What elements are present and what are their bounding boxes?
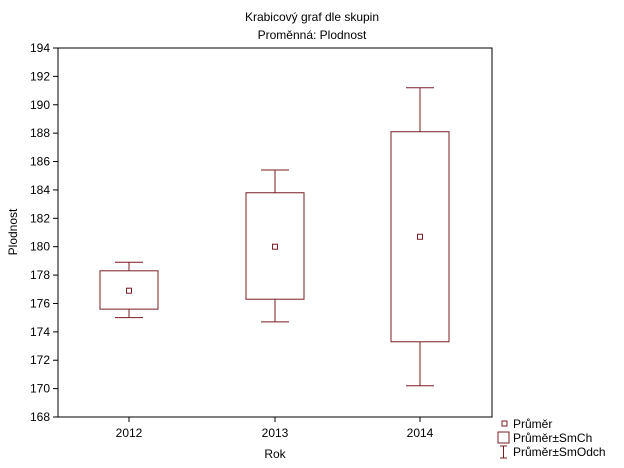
mean-marker [417, 233, 423, 240]
mean-marker [126, 287, 132, 294]
mean-marker [272, 243, 278, 250]
chart-subtitle: Proměnná: Plodnost [258, 28, 367, 42]
x-axis: 2012 2013 2014 [116, 417, 434, 440]
legend-box-marker [497, 431, 510, 444]
legend-label: Průměr±SmOdch [513, 445, 606, 459]
x-tick-label: 2012 [116, 426, 143, 440]
x-tick-label: 2014 [407, 426, 434, 440]
y-tick-label: 188 [30, 126, 50, 140]
legend-item: Průměr±SmCh [497, 431, 592, 445]
y-axis-label: Plodnost [6, 208, 20, 255]
x-axis-label: Rok [264, 447, 286, 461]
y-tick-label: 182 [30, 211, 50, 225]
y-tick-label: 174 [30, 325, 50, 339]
y-tick-label: 168 [30, 410, 50, 424]
box-group-2013 [245, 169, 305, 323]
legend-item: Průměr±SmOdch [500, 445, 606, 459]
box-rect [390, 131, 450, 343]
y-tick-label: 194 [30, 41, 50, 55]
legend-item: Průměr [501, 417, 552, 431]
y-axis: 168 170 172 174 176 178 180 182 184 186 188 190 192 1… [30, 41, 58, 424]
y-tick-label: 176 [30, 296, 50, 310]
y-tick-label: 170 [30, 382, 50, 396]
legend-mean-marker [501, 420, 508, 427]
y-tick-label: 192 [30, 69, 50, 83]
y-tick-label: 186 [30, 155, 50, 169]
y-tick-label: 172 [30, 353, 50, 367]
y-tick-label: 190 [30, 98, 50, 112]
legend-label: Průměr [513, 417, 552, 431]
box-rect [245, 192, 305, 300]
legend-label: Průměr±SmCh [513, 431, 592, 445]
box-series [99, 87, 450, 387]
x-tick-label: 2013 [262, 426, 289, 440]
box-group-2014 [390, 87, 450, 387]
y-tick-label: 184 [30, 183, 50, 197]
box-rect [99, 270, 159, 310]
y-tick-label: 178 [30, 268, 50, 282]
chart-title: Krabicový graf dle skupin [245, 10, 379, 24]
y-tick-label: 180 [30, 240, 50, 254]
plot-area-frame [57, 47, 493, 418]
box-group-2012 [99, 261, 159, 319]
